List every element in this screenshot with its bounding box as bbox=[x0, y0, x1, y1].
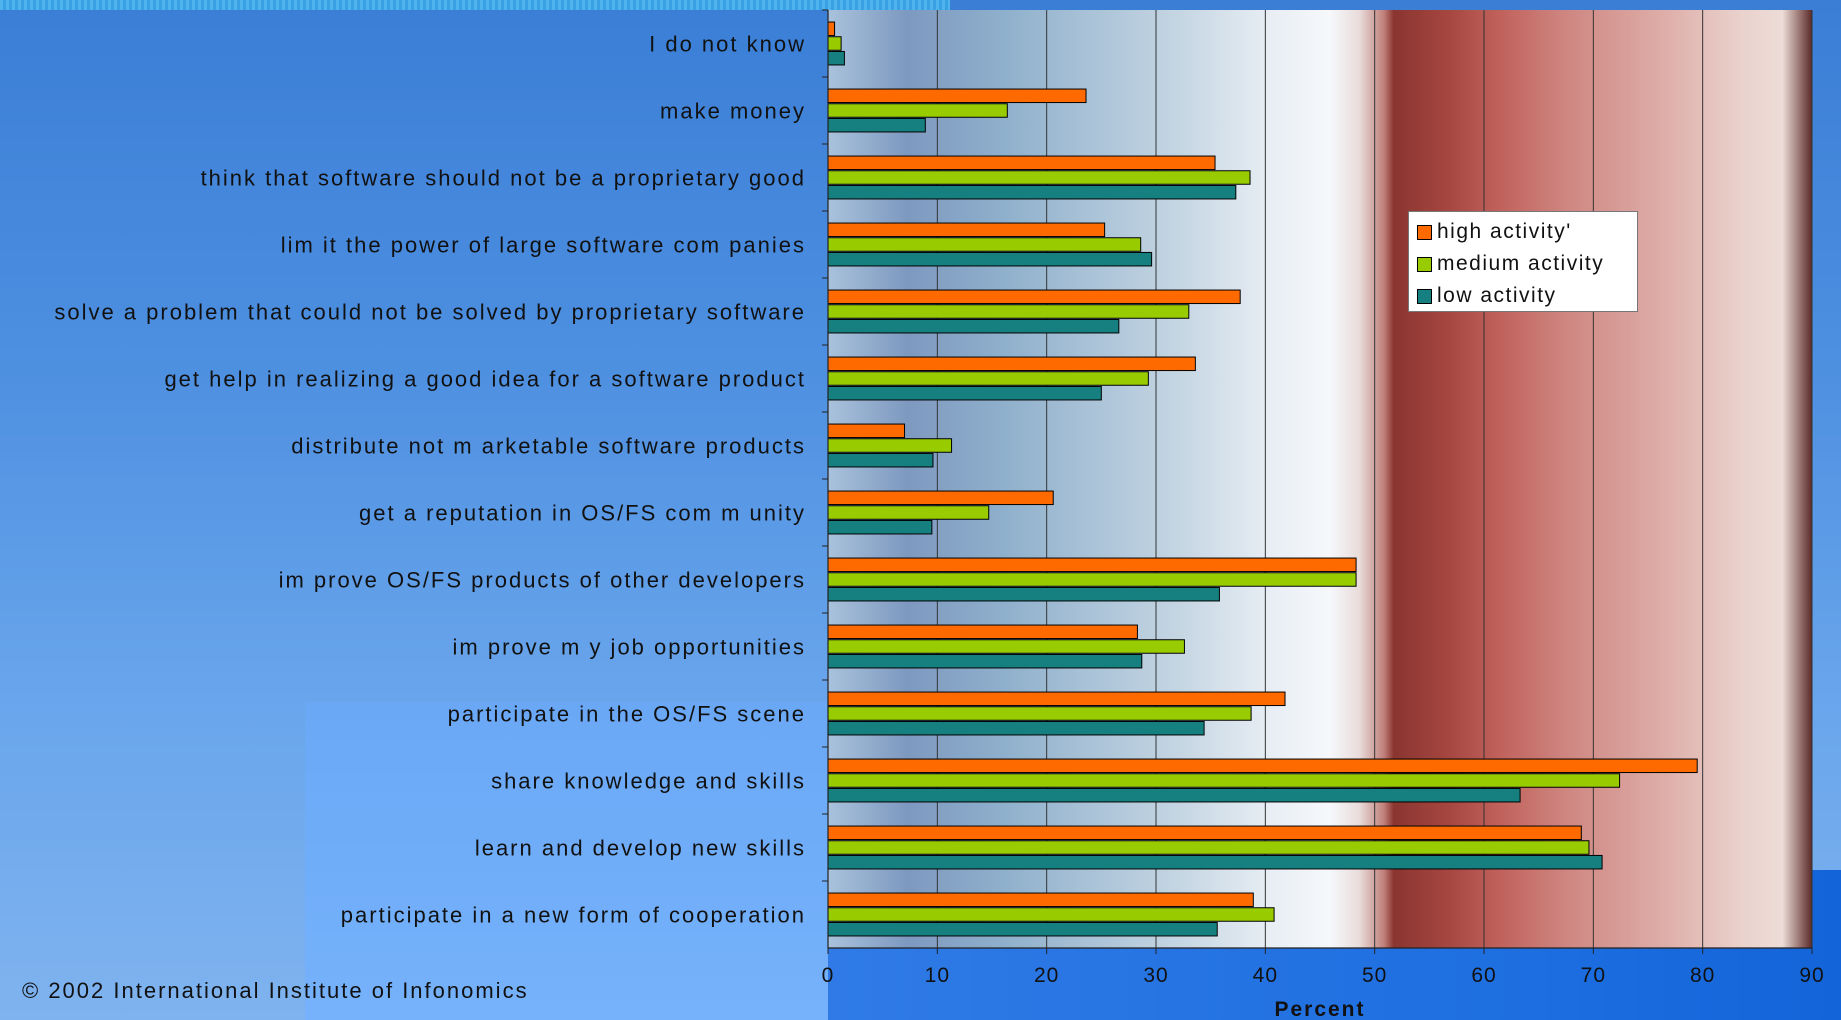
bar-high bbox=[827, 825, 1582, 841]
x-tick-label: 30 bbox=[1143, 964, 1168, 987]
background-panel bbox=[305, 702, 875, 1020]
bar-low bbox=[827, 452, 934, 468]
legend-swatch-medium bbox=[1417, 256, 1432, 272]
bar-low bbox=[827, 787, 1521, 803]
bar-low bbox=[827, 653, 1143, 669]
bar-medium bbox=[827, 773, 1621, 788]
bar-medium bbox=[827, 103, 1008, 118]
bar-high bbox=[827, 490, 1054, 506]
bar-medium bbox=[827, 371, 1149, 386]
bar-medium bbox=[827, 237, 1142, 252]
bar-low bbox=[827, 117, 926, 133]
bar-high bbox=[827, 624, 1138, 640]
category-label: distribute not m arketable software prod… bbox=[291, 434, 806, 459]
bar-high bbox=[827, 691, 1286, 707]
bar-high bbox=[827, 892, 1254, 908]
bar-medium bbox=[827, 438, 953, 453]
category-label: I do not know bbox=[649, 32, 806, 57]
x-tick-label: 50 bbox=[1362, 964, 1387, 987]
bar-medium bbox=[827, 706, 1252, 721]
x-tick-label: 80 bbox=[1690, 964, 1715, 987]
bar-high bbox=[827, 557, 1357, 573]
category-label: lim it the power of large software com p… bbox=[281, 233, 806, 258]
category-label: im prove OS/FS products of other develop… bbox=[279, 568, 806, 593]
legend-item-high: high activity' bbox=[1417, 216, 1637, 248]
legend-item-medium: medium activity bbox=[1417, 248, 1637, 280]
category-label: think that software should not be a prop… bbox=[201, 166, 806, 191]
bar-high bbox=[827, 289, 1241, 305]
bar-high bbox=[827, 222, 1106, 238]
category-label: make money bbox=[660, 99, 806, 124]
bar-high bbox=[827, 423, 906, 439]
bar-low bbox=[827, 50, 845, 66]
category-label: participate in the OS/FS scene bbox=[448, 702, 806, 727]
legend-label-medium: medium activity bbox=[1437, 252, 1605, 275]
category-label: get a reputation in OS/FS com m unity bbox=[359, 501, 806, 526]
legend-swatch-high bbox=[1417, 224, 1432, 240]
x-axis-title: Percent bbox=[1274, 998, 1365, 1020]
category-label: learn and develop new skills bbox=[475, 836, 806, 861]
category-label: get help in realizing a good idea for a … bbox=[164, 367, 806, 392]
legend-item-low: low activity bbox=[1417, 280, 1637, 312]
bar-low bbox=[827, 519, 933, 535]
bar-medium bbox=[827, 907, 1275, 922]
bar-low bbox=[827, 921, 1218, 937]
legend-label-high: high activity' bbox=[1437, 220, 1572, 243]
category-label: participate in a new form of cooperation bbox=[341, 903, 806, 928]
bar-low bbox=[827, 318, 1120, 334]
bar-medium bbox=[827, 505, 990, 520]
bar-medium bbox=[827, 36, 842, 51]
x-tick-label: 20 bbox=[1034, 964, 1059, 987]
bar-medium bbox=[827, 170, 1251, 185]
bar-low bbox=[827, 586, 1220, 602]
bar-low bbox=[827, 184, 1237, 200]
category-label: solve a problem that could not be solved… bbox=[54, 300, 806, 325]
bar-high bbox=[827, 21, 836, 37]
bar-high bbox=[827, 758, 1698, 774]
x-tick-label: 40 bbox=[1253, 964, 1278, 987]
x-tick-label: 70 bbox=[1581, 964, 1606, 987]
bar-low bbox=[827, 251, 1153, 267]
category-label: im prove m y job opportunities bbox=[453, 635, 806, 660]
x-tick-label: 10 bbox=[925, 964, 950, 987]
bar-low bbox=[827, 720, 1205, 736]
legend-swatch-low bbox=[1417, 288, 1432, 304]
bar-medium bbox=[827, 639, 1185, 654]
category-label: share knowledge and skills bbox=[491, 769, 806, 794]
x-tick-label: 0 bbox=[822, 964, 835, 987]
bar-high bbox=[827, 356, 1196, 372]
bar-medium bbox=[827, 840, 1590, 855]
bar-medium bbox=[827, 572, 1357, 587]
bar-medium bbox=[827, 304, 1190, 319]
bar-low bbox=[827, 385, 1102, 401]
x-tick-label: 60 bbox=[1471, 964, 1496, 987]
bar-low bbox=[827, 854, 1603, 870]
top-decor-strip bbox=[0, 0, 950, 10]
chart-legend: high activity' medium activity low activ… bbox=[1408, 211, 1638, 312]
bar-high bbox=[827, 155, 1216, 171]
copyright-text: © 2002 International Institute of Infono… bbox=[22, 978, 529, 1003]
bar-high bbox=[827, 88, 1087, 104]
legend-label-low: low activity bbox=[1437, 284, 1557, 307]
x-tick-label: 90 bbox=[1799, 964, 1824, 987]
